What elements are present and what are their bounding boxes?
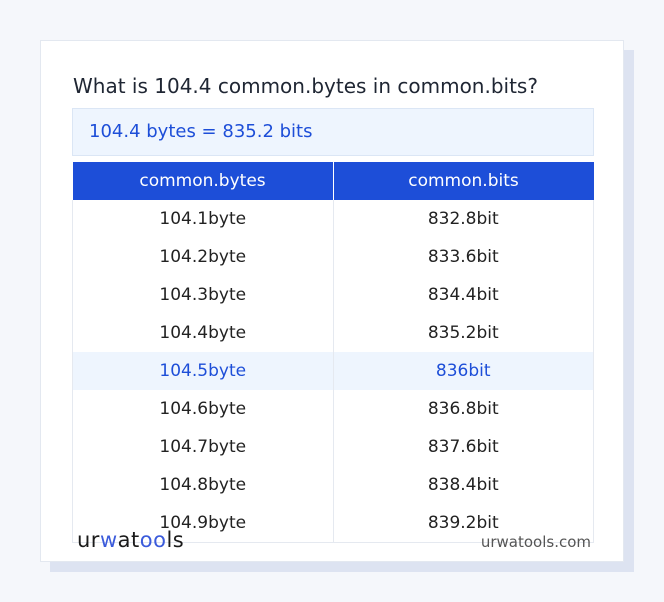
bits-cell: 833.6bit — [332, 238, 594, 276]
bytes-cell: 104.7byte — [72, 428, 334, 466]
conversion-table: common.bytes common.bits 104.1byte 832.8bi… — [72, 162, 594, 543]
bytes-cell: 104.4byte — [72, 314, 334, 352]
bits-cell: 832.8bit — [332, 200, 594, 238]
bytes-cell: 104.9byte — [72, 504, 334, 543]
bits-cell: 839.2bit — [332, 504, 594, 543]
bits-cell: 835.2bit — [332, 314, 594, 352]
bytes-cell: 104.8byte — [72, 466, 334, 504]
bytes-cell: 104.2byte — [72, 238, 334, 276]
urwatools-logo: urwatools — [77, 528, 185, 552]
table-row: 104.9byte 839.2bit — [72, 504, 594, 543]
bits-cell: 838.4bit — [332, 466, 594, 504]
table-row: 104.6byte 836.8bit — [72, 390, 594, 428]
bits-cell: 836.8bit — [332, 390, 594, 428]
bytes-cell: 104.1byte — [72, 200, 334, 238]
result-box: 104.4 bytes = 835.2 bits — [72, 108, 594, 156]
table-row: 104.7byte 837.6bit — [72, 428, 594, 466]
bits-cell: 834.4bit — [332, 276, 594, 314]
header-bits: common.bits — [332, 162, 594, 200]
table-row: 104.4byte 835.2bit — [72, 314, 594, 352]
table-row: 104.8byte 838.4bit — [72, 466, 594, 504]
site-link[interactable]: urwatools.com — [480, 533, 591, 551]
bytes-cell: 104.5byte — [72, 352, 334, 390]
table-row: 104.5byte 836bit — [72, 352, 594, 390]
bytes-cell: 104.3byte — [72, 276, 334, 314]
bytes-cell: 104.6byte — [72, 390, 334, 428]
question-title: What is 104.4 common.bytes in common.bit… — [73, 74, 538, 98]
table-row: 104.1byte 832.8bit — [72, 200, 594, 238]
bits-cell: 836bit — [332, 352, 594, 390]
header-bytes: common.bytes — [72, 162, 333, 200]
conversion-card: What is 104.4 common.bytes in common.bit… — [40, 40, 624, 562]
table-row: 104.2byte 833.6bit — [72, 238, 594, 276]
table-row: 104.3byte 834.4bit — [72, 276, 594, 314]
bits-cell: 837.6bit — [332, 428, 594, 466]
